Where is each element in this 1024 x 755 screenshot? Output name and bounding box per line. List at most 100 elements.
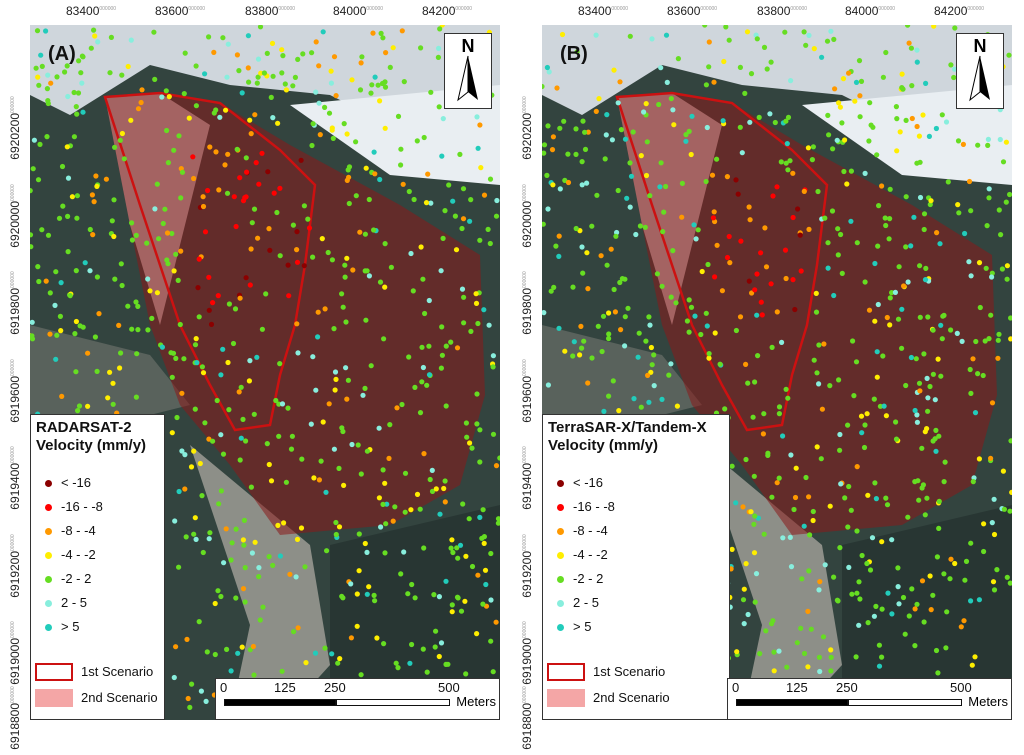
- velocity-point: [748, 71, 755, 77]
- velocity-point: [729, 546, 735, 553]
- velocity-point: [233, 595, 239, 601]
- velocity-point: [925, 395, 931, 401]
- velocity-point: [737, 314, 744, 320]
- velocity-point: [688, 304, 695, 310]
- velocity-point: [916, 497, 922, 503]
- velocity-point: [486, 322, 492, 328]
- velocity-point: [174, 414, 180, 421]
- velocity-point: [285, 262, 291, 268]
- velocity-point: [559, 31, 566, 38]
- velocity-point: [411, 196, 417, 203]
- velocity-point: [866, 307, 873, 313]
- velocity-point: [643, 172, 650, 179]
- x-tick: 84200000000: [934, 4, 985, 18]
- velocity-point: [408, 507, 414, 513]
- velocity-point: [197, 460, 203, 467]
- velocity-point: [336, 524, 343, 530]
- velocity-point: [47, 290, 53, 296]
- velocity-point: [880, 74, 886, 80]
- velocity-point: [723, 25, 729, 30]
- legend-dot: [557, 624, 564, 632]
- velocity-point: [857, 596, 863, 602]
- velocity-point: [972, 654, 978, 660]
- velocity-point: [988, 312, 994, 318]
- velocity-point: [930, 592, 936, 598]
- velocity-point: [879, 539, 885, 545]
- velocity-point: [778, 159, 784, 165]
- velocity-point: [225, 151, 231, 157]
- velocity-point: [939, 336, 945, 342]
- velocity-point: [788, 564, 795, 570]
- velocity-point: [117, 365, 123, 371]
- velocity-point: [749, 290, 755, 296]
- velocity-point: [333, 531, 339, 538]
- velocity-point: [118, 261, 124, 267]
- velocity-point: [548, 288, 554, 294]
- velocity-point: [668, 361, 674, 367]
- velocity-point: [273, 397, 279, 404]
- velocity-point: [474, 391, 480, 397]
- velocity-point: [477, 237, 483, 243]
- velocity-point: [45, 72, 51, 78]
- north-arrow: N: [444, 33, 492, 109]
- velocity-point: [159, 344, 165, 350]
- velocity-point: [493, 619, 499, 625]
- velocity-point: [902, 631, 908, 637]
- velocity-point: [481, 307, 487, 313]
- velocity-point: [330, 135, 336, 141]
- velocity-point: [906, 613, 912, 619]
- velocity-point: [706, 39, 712, 45]
- velocity-point: [252, 112, 258, 118]
- velocity-point: [912, 606, 918, 612]
- velocity-point: [154, 290, 160, 296]
- velocity-point: [932, 397, 938, 403]
- velocity-point: [331, 54, 338, 60]
- velocity-point: [811, 46, 817, 52]
- velocity-point: [571, 339, 577, 345]
- velocity-point: [59, 163, 66, 170]
- velocity-point: [615, 187, 621, 194]
- velocity-point: [53, 356, 59, 362]
- velocity-point: [806, 568, 812, 574]
- velocity-point: [935, 670, 941, 676]
- velocity-point: [480, 601, 486, 607]
- velocity-point: [648, 369, 654, 375]
- velocity-point: [298, 157, 304, 163]
- velocity-point: [251, 672, 257, 678]
- velocity-point: [354, 591, 360, 597]
- legend-dot: [557, 528, 564, 536]
- legend-title: RADARSAT-2: [36, 419, 132, 436]
- velocity-point: [743, 561, 749, 567]
- velocity-point: [638, 153, 644, 159]
- legend-item: -4 - -2: [557, 547, 608, 562]
- velocity-point: [77, 323, 83, 329]
- velocity-point: [189, 681, 195, 687]
- velocity-point: [285, 405, 291, 411]
- velocity-point: [658, 160, 664, 166]
- velocity-point: [930, 327, 936, 333]
- velocity-point: [357, 229, 363, 235]
- velocity-point: [360, 392, 366, 398]
- velocity-point: [606, 310, 612, 316]
- velocity-point: [328, 68, 334, 74]
- velocity-point: [488, 638, 494, 644]
- velocity-point: [119, 72, 125, 78]
- velocity-point: [310, 121, 316, 127]
- velocity-point: [989, 520, 995, 526]
- velocity-point: [459, 225, 465, 232]
- velocity-point: [212, 651, 218, 658]
- velocity-point: [934, 554, 940, 560]
- velocity-point: [908, 243, 914, 249]
- velocity-point: [771, 649, 777, 655]
- velocity-point: [56, 215, 63, 221]
- velocity-point: [577, 352, 583, 358]
- velocity-point: [475, 572, 481, 578]
- velocity-point: [196, 314, 202, 320]
- velocity-point: [93, 173, 99, 179]
- velocity-point: [251, 411, 257, 417]
- velocity-point: [402, 470, 409, 476]
- velocity-point: [279, 401, 286, 407]
- velocity-point: [374, 635, 380, 641]
- velocity-point: [606, 335, 612, 342]
- velocity-point: [192, 342, 199, 348]
